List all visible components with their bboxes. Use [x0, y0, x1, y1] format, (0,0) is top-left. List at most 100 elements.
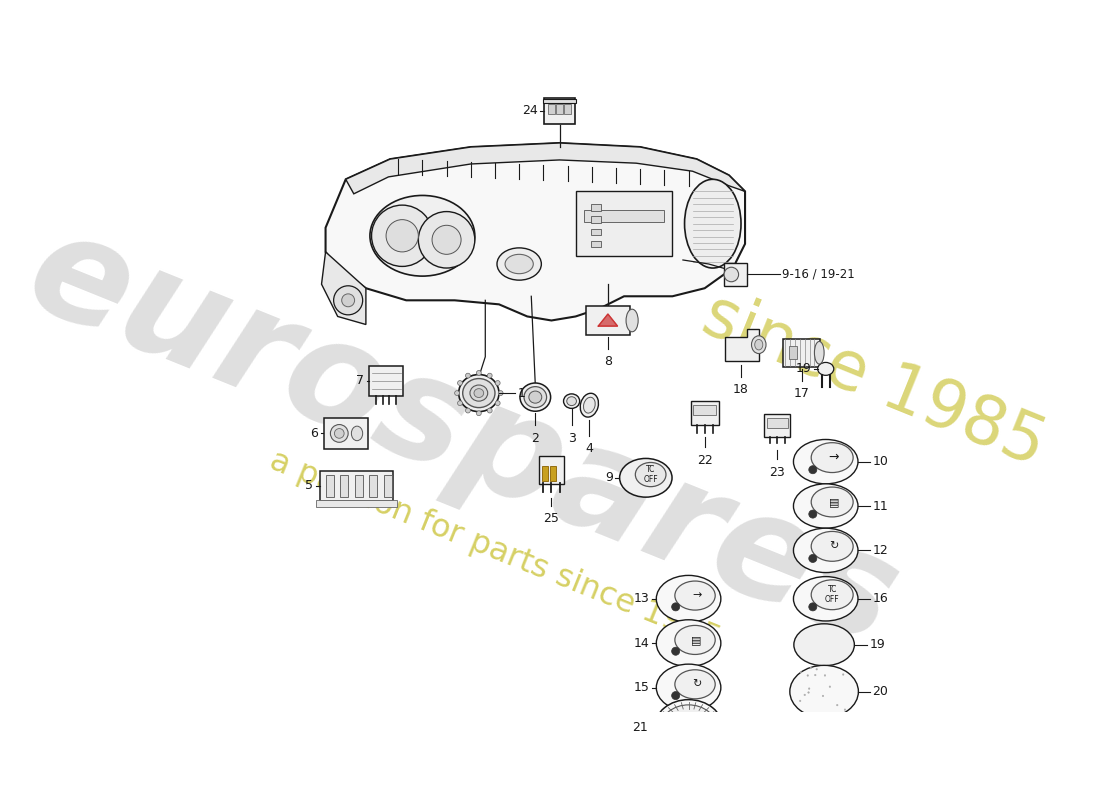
- Bar: [693, 405, 716, 415]
- Ellipse shape: [684, 179, 741, 268]
- Text: 25: 25: [543, 513, 560, 526]
- Ellipse shape: [808, 510, 817, 518]
- Ellipse shape: [817, 362, 834, 375]
- Ellipse shape: [619, 458, 672, 497]
- Ellipse shape: [370, 195, 475, 276]
- Ellipse shape: [497, 248, 541, 280]
- Ellipse shape: [342, 294, 354, 306]
- Ellipse shape: [487, 373, 492, 378]
- Bar: [323, 418, 367, 449]
- Ellipse shape: [386, 220, 418, 252]
- Ellipse shape: [580, 394, 598, 417]
- Bar: [539, 456, 563, 484]
- Bar: [326, 474, 333, 497]
- Ellipse shape: [495, 381, 500, 386]
- Text: 21: 21: [631, 722, 648, 734]
- Bar: [691, 401, 718, 426]
- Ellipse shape: [794, 694, 796, 695]
- Ellipse shape: [657, 575, 720, 622]
- Bar: [591, 204, 601, 210]
- Bar: [575, 191, 672, 256]
- Bar: [790, 346, 798, 359]
- Ellipse shape: [724, 267, 738, 282]
- Ellipse shape: [432, 226, 461, 254]
- Ellipse shape: [498, 390, 503, 395]
- Ellipse shape: [520, 383, 551, 411]
- Text: 15: 15: [634, 681, 650, 694]
- Bar: [585, 306, 630, 334]
- Text: TC
OFF: TC OFF: [825, 585, 839, 605]
- Ellipse shape: [334, 429, 344, 438]
- Text: 6: 6: [310, 427, 318, 440]
- Bar: [384, 474, 392, 497]
- Ellipse shape: [790, 666, 858, 718]
- Bar: [370, 366, 403, 396]
- Text: 13: 13: [634, 592, 650, 606]
- Ellipse shape: [793, 577, 858, 621]
- Bar: [557, 104, 563, 114]
- Ellipse shape: [793, 528, 858, 573]
- Ellipse shape: [808, 466, 817, 474]
- Ellipse shape: [808, 603, 817, 611]
- Bar: [544, 98, 575, 124]
- Ellipse shape: [566, 397, 576, 406]
- Text: →: →: [828, 451, 839, 464]
- Ellipse shape: [476, 411, 482, 416]
- Ellipse shape: [818, 670, 820, 671]
- Ellipse shape: [418, 211, 475, 268]
- Ellipse shape: [487, 408, 492, 413]
- Ellipse shape: [505, 254, 534, 274]
- Ellipse shape: [529, 391, 542, 403]
- Ellipse shape: [657, 620, 720, 666]
- Text: 11: 11: [872, 499, 889, 513]
- Text: a passion for parts since 1985: a passion for parts since 1985: [265, 446, 725, 655]
- Text: 23: 23: [769, 466, 785, 478]
- Ellipse shape: [454, 390, 460, 395]
- Ellipse shape: [465, 408, 471, 413]
- Ellipse shape: [806, 701, 808, 702]
- Ellipse shape: [672, 603, 680, 611]
- Bar: [767, 418, 788, 428]
- Ellipse shape: [832, 686, 833, 688]
- Bar: [584, 210, 664, 222]
- Ellipse shape: [458, 401, 462, 406]
- Text: ↻: ↻: [829, 542, 838, 551]
- Ellipse shape: [803, 694, 805, 696]
- Ellipse shape: [459, 374, 499, 412]
- Ellipse shape: [811, 706, 813, 708]
- Text: 9: 9: [605, 471, 613, 484]
- Ellipse shape: [372, 205, 433, 266]
- Text: →: →: [692, 590, 702, 601]
- Text: 2: 2: [531, 432, 539, 445]
- Bar: [542, 466, 548, 481]
- Ellipse shape: [811, 442, 854, 473]
- Ellipse shape: [636, 462, 666, 486]
- Bar: [591, 241, 601, 247]
- Bar: [783, 338, 820, 367]
- Ellipse shape: [495, 401, 500, 406]
- Bar: [550, 466, 556, 481]
- Bar: [548, 104, 554, 114]
- Ellipse shape: [657, 664, 720, 711]
- Ellipse shape: [524, 386, 547, 408]
- Ellipse shape: [654, 700, 723, 756]
- Ellipse shape: [465, 373, 471, 378]
- Ellipse shape: [811, 531, 854, 562]
- Ellipse shape: [794, 624, 855, 666]
- Ellipse shape: [626, 309, 638, 332]
- Ellipse shape: [811, 580, 854, 610]
- Ellipse shape: [794, 694, 796, 695]
- Bar: [764, 414, 790, 437]
- Bar: [591, 229, 601, 235]
- Text: 10: 10: [872, 455, 889, 468]
- Bar: [564, 104, 571, 114]
- Bar: [354, 474, 363, 497]
- Text: 24: 24: [522, 104, 538, 118]
- Ellipse shape: [844, 687, 846, 689]
- Text: 5: 5: [306, 479, 313, 492]
- Bar: [340, 474, 348, 497]
- Ellipse shape: [583, 398, 595, 413]
- Text: 4: 4: [585, 442, 593, 455]
- Polygon shape: [326, 143, 745, 321]
- Text: ▤: ▤: [828, 497, 839, 507]
